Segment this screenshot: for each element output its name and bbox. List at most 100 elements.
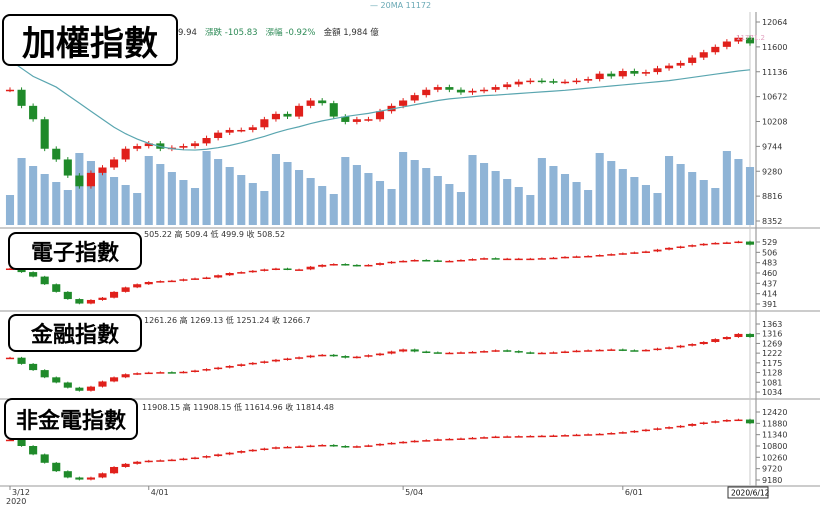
volume-bar <box>248 183 257 225</box>
volume-bar <box>329 194 338 225</box>
finance-candle-body <box>584 350 593 352</box>
y-tick-label: 10208 <box>762 118 787 127</box>
finance-candle-body <box>167 372 176 374</box>
finance-candle-body <box>52 377 61 383</box>
electronics-candle-body <box>560 256 570 259</box>
finance-candle-body <box>202 369 211 371</box>
taiex-candle-body <box>491 87 500 90</box>
y-tick-label: 1222 <box>762 349 782 358</box>
finance-candle-body <box>17 357 26 364</box>
volume-bar <box>387 189 396 225</box>
taiex-candle-body <box>641 72 650 74</box>
y-tick-label: 437 <box>762 279 777 288</box>
x-tick-label: 6/01 <box>625 488 643 497</box>
electronics-candle-body <box>722 242 731 244</box>
electronics-candle-body <box>468 259 477 261</box>
nonfin-candle-body <box>734 419 743 422</box>
taiex-candle-body <box>52 148 61 160</box>
finance-candle-body <box>283 358 292 361</box>
finance-candle-body <box>722 337 731 340</box>
finance-candle-body <box>110 377 119 382</box>
volume-bar <box>52 182 61 225</box>
volume-bar <box>40 174 49 225</box>
volume-bar <box>364 173 373 225</box>
electronics-candle-body <box>410 259 419 262</box>
finance-candle-body <box>133 373 142 375</box>
nonfin-candle-body <box>225 452 234 455</box>
finance-candle-body <box>364 355 373 357</box>
electronics-candle-body <box>514 258 523 261</box>
electronics-candle-body <box>167 280 176 283</box>
nonfin-candle-body <box>630 430 639 433</box>
volume-bar <box>676 164 685 225</box>
electronics-candle-body <box>676 246 685 248</box>
finance-candle-body <box>468 351 477 354</box>
y-tick-label: 12064 <box>762 18 787 27</box>
taiex-amount: 金額 1,984 億 <box>323 28 379 38</box>
volume-bar <box>572 182 581 225</box>
finance-candle-body <box>549 352 558 354</box>
y-tick-label: 11880 <box>762 419 787 428</box>
taiex-title: 加權指數 <box>2 14 178 66</box>
nonfin-candle-body <box>86 477 95 480</box>
electronics-candle-body <box>375 263 385 265</box>
electronics-candle-body <box>248 270 257 273</box>
finance-candle-body <box>329 354 338 357</box>
nonfin-candle-body <box>641 429 650 432</box>
volume-bar <box>607 161 616 225</box>
nonfin-candle-body <box>237 451 246 453</box>
finance-candle-body <box>318 354 327 357</box>
taiex-change-pct: 漲幅 -0.92% <box>265 28 316 38</box>
taiex-candle-body <box>295 105 304 117</box>
y-tick-label: 1269 <box>762 339 782 348</box>
nonfin-candle-body <box>40 454 49 463</box>
electronics-candle-body <box>607 254 616 256</box>
finance-candle-body <box>63 382 72 388</box>
taiex-candle-body <box>480 89 489 92</box>
y-tick-label: 1363 <box>762 320 782 329</box>
volume-bar <box>5 195 15 225</box>
volume-bar <box>711 188 720 225</box>
nonfin-candle-body <box>179 458 188 461</box>
electronics-candle-body <box>503 258 512 261</box>
nonfin-candle-body <box>283 446 292 449</box>
electronics-candle-body <box>283 268 292 271</box>
taiex-candle-body <box>665 65 674 69</box>
electronics-ohlc: 505.22 高 509.4 低 499.9 收 508.52 <box>144 230 286 239</box>
taiex-candle-body <box>445 87 454 90</box>
taiex-candle-body <box>549 81 558 83</box>
nonfin-candle-body <box>110 466 119 474</box>
electronics-candle-body <box>526 258 535 261</box>
finance-candle-body <box>40 370 49 378</box>
volume-bar <box>584 190 593 225</box>
nonfin-candle-body <box>318 444 327 447</box>
volume-bar <box>110 177 119 225</box>
taiex-candle-body <box>190 143 200 147</box>
y-tick-label: 1175 <box>762 359 782 368</box>
electronics-candle-body <box>121 287 130 292</box>
volume-bar <box>214 159 223 225</box>
finance-candle-body <box>699 341 708 345</box>
finance-candle-body <box>248 362 257 365</box>
finance-candle-body <box>179 371 188 374</box>
volume-bar <box>295 170 304 225</box>
taiex-candle-body <box>630 70 639 74</box>
electronics-candle-body <box>665 247 674 250</box>
nonfin-candle-body <box>214 454 223 457</box>
y-tick-label: 8352 <box>762 217 782 226</box>
volume-bar <box>283 162 292 225</box>
electronics-candle-body <box>225 273 234 276</box>
nonfin-candle-body <box>5 439 15 442</box>
finance-candle-body <box>653 348 662 351</box>
volume-bar <box>318 186 327 225</box>
taiex-candle-body <box>352 119 361 122</box>
taiex-candle-body <box>526 80 535 83</box>
taiex-candle-body <box>248 127 257 130</box>
taiex-candle-body <box>375 111 385 120</box>
taiex-candle-body <box>734 37 743 42</box>
electronics-title: 電子指數 <box>8 232 142 270</box>
nonfin-candle-body <box>422 440 431 442</box>
volume-bar <box>237 175 246 225</box>
electronics-candle-body <box>630 252 639 254</box>
